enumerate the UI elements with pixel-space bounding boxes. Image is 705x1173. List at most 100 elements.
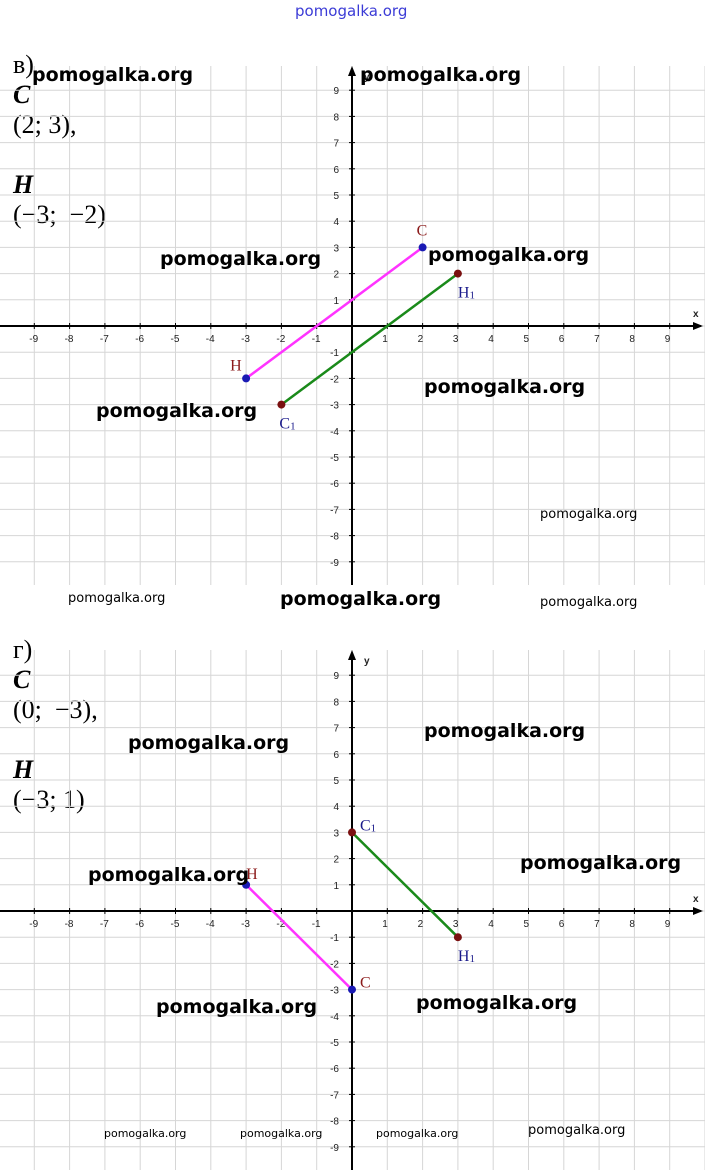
watermark: pomogalka.org <box>68 591 166 606</box>
watermark: pomogalka.org <box>96 400 258 422</box>
x-tick-label: -3 <box>241 334 250 345</box>
y-tick-label: -2 <box>330 374 339 385</box>
x-axis-label: x <box>693 894 699 905</box>
y-tick-label: 8 <box>333 697 339 708</box>
x-tick-label: 4 <box>488 919 494 930</box>
x-tick-label: -9 <box>29 334 38 345</box>
watermark: pomogalka.org <box>128 732 290 754</box>
y-tick-label: 4 <box>333 802 339 813</box>
point-label: H <box>246 866 258 883</box>
watermark-top: pomogalka.org <box>295 2 408 20</box>
watermark: pomogalka.org <box>520 852 682 874</box>
y-tick-label: -9 <box>330 558 339 569</box>
y-tick-label: -2 <box>330 959 339 970</box>
x-tick-label: 6 <box>559 919 565 930</box>
watermark: pomogalka.org <box>280 588 442 610</box>
watermark: pomogalka.org <box>540 507 638 522</box>
x-tick-label: -8 <box>65 919 74 930</box>
point-label-subscript: 1 <box>469 290 475 302</box>
x-tick-label: 4 <box>488 334 494 345</box>
x-tick-label: 8 <box>629 334 635 345</box>
y-tick-label: -3 <box>330 986 339 997</box>
point-label: H <box>230 357 242 374</box>
x-tick-label: -4 <box>206 334 215 345</box>
point-label-subscript: 1 <box>290 421 296 433</box>
x-axis-arrow <box>693 907 703 915</box>
y-tick-label: -7 <box>330 505 339 516</box>
point-marker <box>453 269 462 278</box>
y-tick-label: 3 <box>333 243 339 254</box>
y-tick-label: -1 <box>330 348 339 359</box>
watermark: pomogalka.org <box>160 248 322 270</box>
y-axis-arrow <box>348 66 356 76</box>
graph-v-h-name: H <box>13 170 34 199</box>
y-tick-label: 7 <box>333 139 339 150</box>
y-axis-label: y <box>364 72 370 83</box>
y-tick-label: 5 <box>333 191 339 202</box>
x-tick-label: 2 <box>418 919 424 930</box>
x-tick-label: 5 <box>524 334 530 345</box>
watermark: pomogalka.org <box>360 64 522 86</box>
x-tick-label: 3 <box>453 919 459 930</box>
y-tick-label: -5 <box>330 453 339 464</box>
watermark: pomogalka.org <box>424 720 586 742</box>
segment-line <box>245 246 424 380</box>
x-tick-label: -7 <box>100 334 109 345</box>
graph-g-c-name: C <box>13 665 31 694</box>
watermark: pomogalka.org <box>424 376 586 398</box>
x-axis-arrow <box>693 322 703 330</box>
y-tick-label: -6 <box>330 1064 339 1075</box>
y-tick-label: 9 <box>333 671 339 682</box>
y-tick-label: 1 <box>333 881 339 892</box>
x-tick-label: 7 <box>594 334 600 345</box>
point-marker <box>277 400 286 409</box>
y-tick-label: 6 <box>333 750 339 761</box>
x-tick-label: 9 <box>665 334 671 345</box>
y-tick-label: -9 <box>330 1143 339 1154</box>
y-tick-label: 3 <box>333 828 339 839</box>
y-tick-label: -8 <box>330 532 339 543</box>
point-label-subscript: 1 <box>469 953 475 965</box>
point-label: C1 <box>279 416 295 433</box>
segment-line <box>245 883 353 991</box>
point-label: C <box>417 222 428 239</box>
y-tick-label: 2 <box>333 855 339 866</box>
graph-g-h-name: H <box>13 755 34 784</box>
graph-v-c-name: C <box>13 80 31 109</box>
x-tick-label: -2 <box>276 334 285 345</box>
x-tick-label: -9 <box>29 919 38 930</box>
point-label-subscript: 1 <box>371 822 377 834</box>
y-tick-label: 4 <box>333 217 339 228</box>
point-marker <box>418 243 427 252</box>
watermark: pomogalka.org <box>156 996 318 1018</box>
watermark: pomogalka.org <box>540 595 638 610</box>
y-tick-label: 8 <box>333 112 339 123</box>
point-marker <box>348 985 356 994</box>
x-tick-label: 7 <box>594 919 600 930</box>
y-tick-label: -6 <box>330 479 339 490</box>
y-tick-label: 9 <box>333 86 339 97</box>
y-tick-label: 7 <box>333 724 339 735</box>
point-marker <box>242 880 251 889</box>
x-tick-label: 6 <box>559 334 565 345</box>
x-tick-label: -1 <box>312 334 321 345</box>
x-tick-label: -7 <box>100 919 109 930</box>
x-tick-label: -1 <box>312 919 321 930</box>
x-tick-label: 9 <box>665 919 671 930</box>
x-tick-label: -3 <box>241 919 250 930</box>
y-tick-label: -7 <box>330 1090 339 1101</box>
x-tick-label: 2 <box>418 334 424 345</box>
graph-g-c-coords: (0; −3), <box>13 695 98 724</box>
y-tick-label: -4 <box>330 1012 339 1023</box>
watermark: pomogalka.org <box>240 1127 323 1140</box>
x-tick-label: -8 <box>65 334 74 345</box>
y-tick-label: -4 <box>330 427 339 438</box>
x-tick-label: 1 <box>382 334 388 345</box>
x-axis-label: x <box>693 309 699 320</box>
x-tick-label: -4 <box>206 919 215 930</box>
point-label: C1 <box>360 817 376 834</box>
x-tick-label: -5 <box>171 334 180 345</box>
y-tick-label: 2 <box>333 270 339 281</box>
y-tick-label: 1 <box>333 296 339 307</box>
